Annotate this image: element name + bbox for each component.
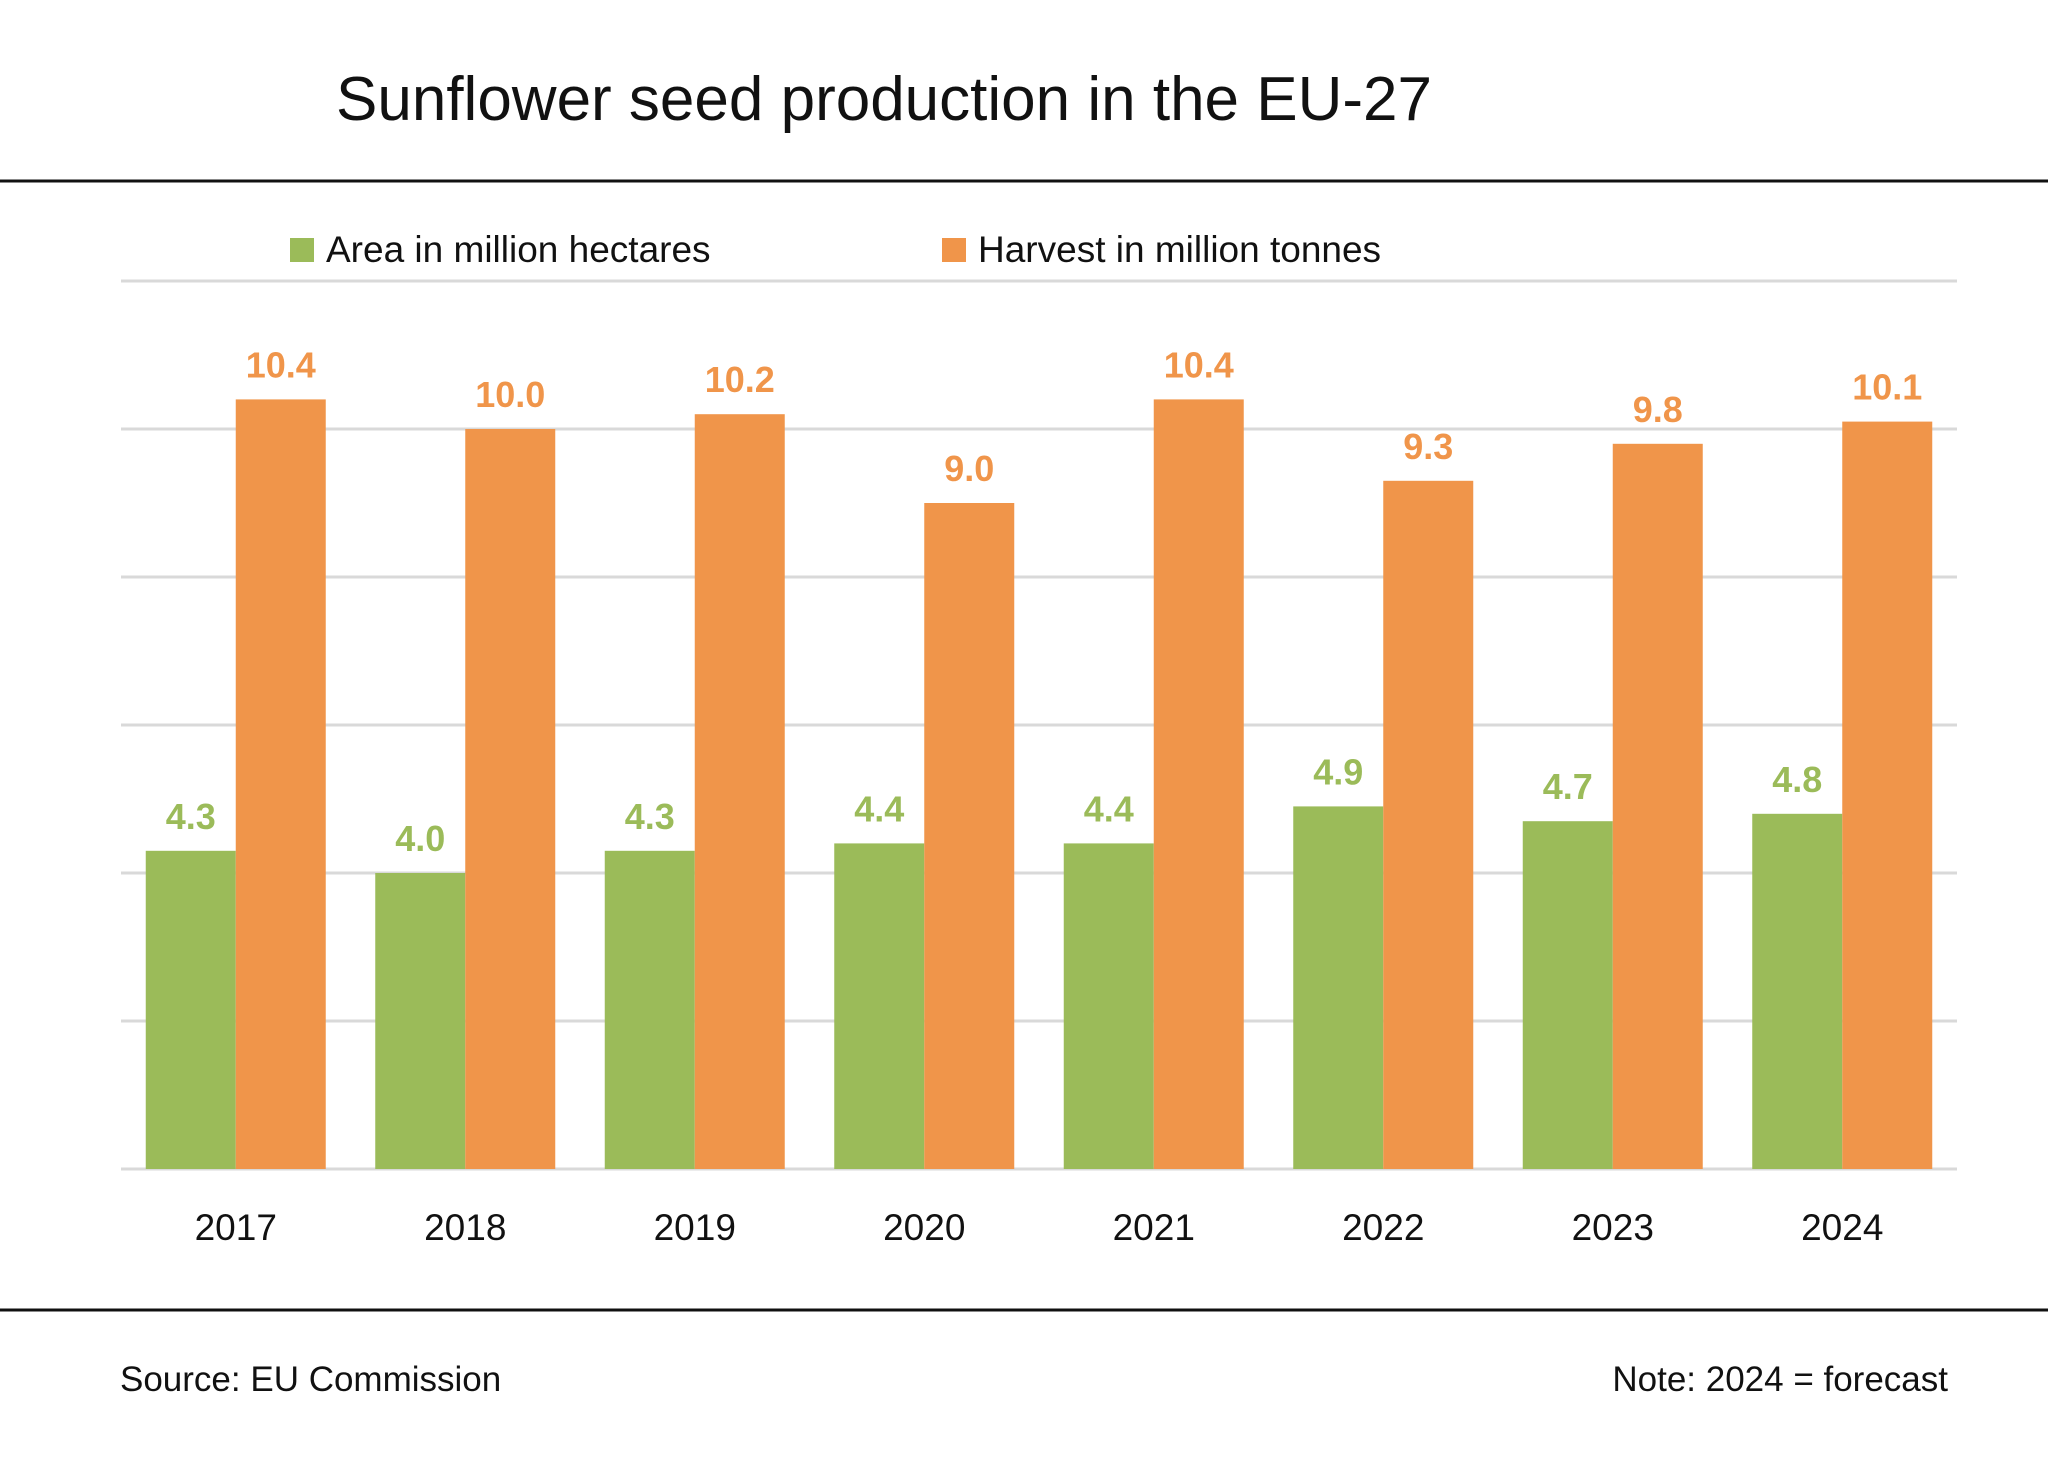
x-tick-label: 2019 [654, 1207, 736, 1248]
data-label: 10.2 [705, 359, 775, 400]
data-label: 4.9 [1313, 751, 1363, 792]
chart-title: Sunflower seed production in the EU-27 [336, 65, 1432, 134]
x-tick-label: 2021 [1113, 1207, 1195, 1248]
data-label: 4.7 [1543, 766, 1593, 807]
legend: Area in million hectares Harvest in mill… [290, 229, 1381, 270]
data-label: 9.3 [1403, 426, 1453, 467]
data-label: 9.8 [1633, 389, 1683, 430]
data-label: 4.4 [1084, 788, 1134, 829]
bar-area-2023 [1522, 821, 1613, 1169]
bars [145, 399, 1933, 1170]
bar-harvest-2020 [924, 503, 1015, 1169]
bar-harvest-2018 [465, 429, 556, 1169]
x-axis-ticks: 2017 2018 2019 2020 2021 2022 2023 2024 [195, 1207, 1884, 1248]
x-tick-label: 2022 [1342, 1207, 1424, 1248]
data-label: 10.4 [1164, 344, 1234, 385]
note-text: Note: 2024 = forecast [1612, 1360, 1948, 1399]
data-label: 4.8 [1772, 759, 1822, 800]
data-label: 10.4 [246, 344, 316, 385]
legend-label-area: Area in million hectares [326, 229, 711, 270]
bar-harvest-2024 [1842, 421, 1933, 1170]
bar-harvest-2017 [235, 399, 326, 1169]
x-tick-label: 2020 [883, 1207, 965, 1248]
source-text: Source: EU Commission [120, 1360, 501, 1399]
data-label: 4.3 [166, 796, 216, 837]
legend-swatch-harvest [942, 238, 966, 262]
data-labels: 4.3 10.4 4.0 10.0 4.3 10.2 4.4 9.0 4.4 10.4 4.9 9.3… [166, 344, 1923, 859]
x-tick-label: 2018 [424, 1207, 506, 1248]
data-label: 4.3 [625, 796, 675, 837]
data-label: 4.4 [854, 788, 904, 829]
data-label: 10.1 [1852, 367, 1922, 408]
bar-area-2024 [1752, 813, 1843, 1169]
bar-area-2022 [1293, 806, 1384, 1169]
bar-area-2019 [604, 850, 695, 1169]
bar-area-2017 [145, 850, 236, 1169]
x-tick-label: 2023 [1572, 1207, 1654, 1248]
bar-harvest-2021 [1153, 399, 1244, 1169]
bar-harvest-2019 [694, 414, 785, 1169]
data-label: 4.0 [395, 818, 445, 859]
bar-area-2018 [375, 873, 466, 1169]
data-label: 9.0 [944, 448, 994, 489]
bar-harvest-2023 [1612, 443, 1703, 1169]
bar-area-2021 [1063, 843, 1154, 1169]
bar-harvest-2022 [1383, 480, 1474, 1169]
legend-swatch-area [290, 238, 314, 262]
bar-area-2020 [834, 843, 925, 1169]
legend-label-harvest: Harvest in million tonnes [978, 229, 1381, 270]
data-label: 10.0 [475, 374, 545, 415]
x-tick-label: 2017 [195, 1207, 277, 1248]
x-tick-label: 2024 [1801, 1207, 1883, 1248]
